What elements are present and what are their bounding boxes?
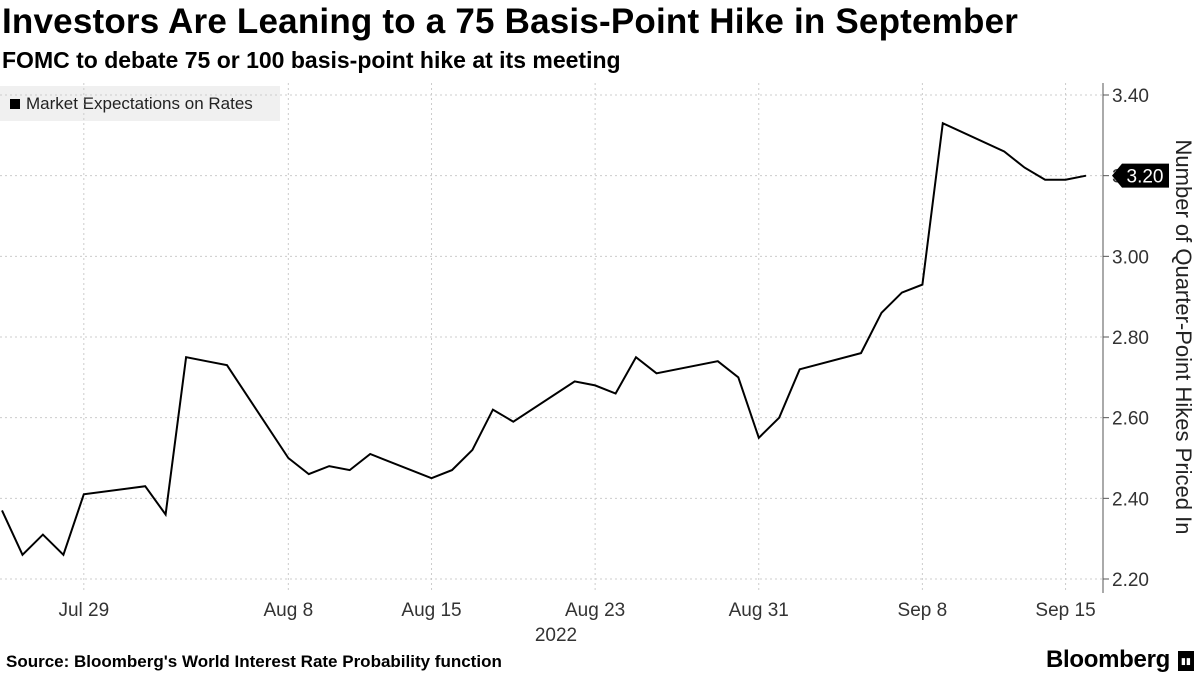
- data-point: [635, 356, 637, 358]
- y-tick-label: 3.00: [1112, 247, 1149, 268]
- data-point: [226, 364, 228, 366]
- data-point: [328, 465, 330, 467]
- data-point: [62, 554, 64, 556]
- data-point: [1065, 179, 1067, 181]
- data-point: [369, 453, 371, 455]
- data-point: [308, 473, 310, 475]
- y-axis-label: Number of Quarter-Point Hikes Priced In: [1171, 140, 1196, 535]
- data-point: [758, 437, 760, 439]
- data-point: [451, 469, 453, 471]
- last-value-flag: [1112, 163, 1169, 188]
- legend-label: Market Expectations on Rates: [26, 93, 253, 113]
- data-point: [1085, 175, 1087, 177]
- x-axis-ticks: Jul 29 Aug 8 Aug 15 Aug 23 Aug 31 Sep 8 Sep 15: [58, 600, 1095, 621]
- x-tick-label: Jul 29: [58, 600, 109, 621]
- data-point: [492, 409, 494, 411]
- data-point: [287, 457, 289, 459]
- chart-icon: ▮▮: [1178, 651, 1194, 671]
- y-axis-ticks: 2.202.402.602.803.003.203.40: [1103, 86, 1149, 591]
- y-tick-label: 3.40: [1112, 86, 1149, 107]
- data-point: [431, 477, 433, 479]
- legend-swatch: [10, 98, 20, 109]
- data-point: [21, 554, 23, 556]
- x-tick-label: Sep 8: [898, 600, 948, 621]
- data-point: [42, 534, 44, 536]
- x-tick-label: Aug 23: [565, 600, 625, 621]
- data-point: [206, 360, 208, 362]
- data-points: [1, 122, 1087, 556]
- legend: Market Expectations on Rates: [0, 86, 280, 121]
- data-point: [615, 392, 617, 394]
- bloomberg-logo: Bloomberg: [1046, 646, 1170, 673]
- gridlines: [0, 83, 1103, 593]
- last-value-label: 3.20: [1112, 163, 1169, 188]
- y-tick-label: 2.80: [1112, 328, 1149, 349]
- data-point: [83, 493, 85, 495]
- x-tick-label: Aug 8: [264, 600, 314, 621]
- data-point: [574, 380, 576, 382]
- source-note: Source: Bloomberg's World Interest Rate …: [6, 652, 502, 671]
- data-point: [1044, 179, 1046, 181]
- data-point: [165, 513, 167, 515]
- x-tick-label: Aug 15: [401, 600, 461, 621]
- data-point: [942, 122, 944, 124]
- data-point: [717, 360, 719, 362]
- last-value-text: 3.20: [1127, 167, 1164, 188]
- data-point: [778, 417, 780, 419]
- data-point: [860, 352, 862, 354]
- data-point: [471, 449, 473, 451]
- data-point: [655, 372, 657, 374]
- data-point: [880, 312, 882, 314]
- data-point: [921, 284, 923, 286]
- chart-subtitle: FOMC to debate 75 or 100 basis-point hik…: [2, 47, 621, 73]
- x-axis-year-label: 2022: [535, 625, 577, 646]
- data-point: [144, 485, 146, 487]
- data-point: [185, 356, 187, 358]
- data-point: [349, 469, 351, 471]
- data-point: [1, 509, 3, 511]
- x-tick-label: Sep 15: [1035, 600, 1095, 621]
- x-tick-label: Aug 31: [729, 600, 789, 621]
- data-point: [737, 376, 739, 378]
- data-point: [512, 421, 514, 423]
- data-point: [901, 292, 903, 294]
- y-tick-label: 2.60: [1112, 409, 1149, 430]
- chart-title: Investors Are Leaning to a 75 Basis-Poin…: [2, 2, 1019, 41]
- data-point: [1003, 150, 1005, 152]
- y-tick-label: 2.20: [1112, 570, 1149, 591]
- y-tick-label: 2.40: [1112, 489, 1149, 510]
- data-point: [594, 384, 596, 386]
- data-point: [1024, 167, 1026, 169]
- data-point: [799, 368, 801, 370]
- series-line-market-expectations: [1, 121, 1087, 557]
